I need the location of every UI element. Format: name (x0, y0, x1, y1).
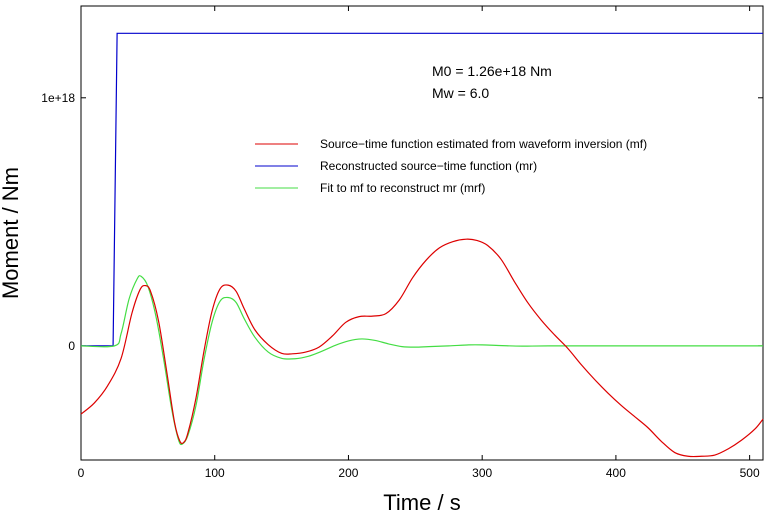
x-tick-label: 400 (606, 466, 626, 480)
legend: Source−time function estimated from wave… (255, 137, 647, 195)
plot-frame (80, 5, 764, 461)
y-tick-label: 1e+18 (41, 91, 75, 105)
series-line-mf (80, 238, 764, 458)
annotation-m0: M0 = 1.26e+18 Nm (432, 63, 552, 79)
x-tick-label: 300 (472, 466, 492, 480)
x-tick-label: 500 (740, 466, 760, 480)
x-axis-title: Time / s (383, 490, 460, 512)
x-tick-label: 0 (78, 466, 85, 480)
legend-label-mr: Reconstructed source−time function (mr) (320, 159, 537, 173)
series-line-mrf (80, 275, 763, 446)
series-line-mr (81, 32, 763, 347)
x-tick-label: 100 (205, 466, 225, 480)
y-axis-title: Moment / Nm (0, 167, 23, 299)
x-tick-label: 200 (338, 466, 358, 480)
legend-label-mrf: Fit to mf to reconstruct mr (mrf) (320, 181, 485, 195)
y-tick-label: 0 (68, 339, 75, 353)
annotation-mw: Mw = 6.0 (432, 85, 489, 101)
legend-label-mf: Source−time function estimated from wave… (320, 137, 647, 151)
